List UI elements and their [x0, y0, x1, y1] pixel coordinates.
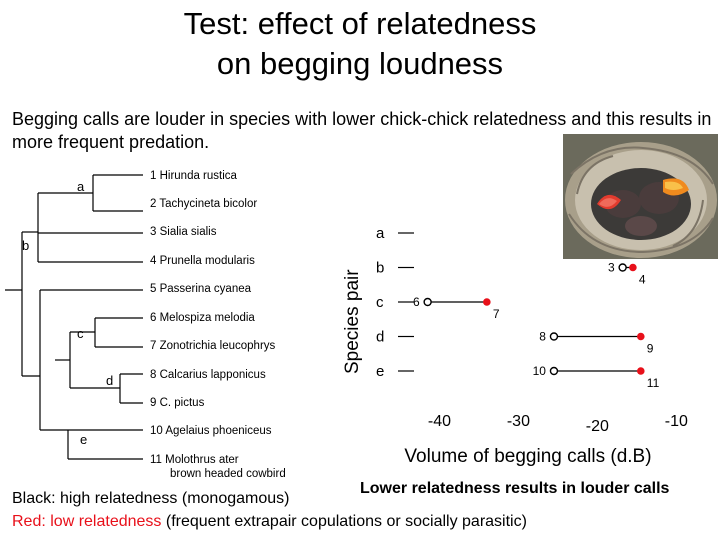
species-label: 8 Calcarius lapponicus	[150, 369, 266, 381]
species-label: 9 C. pictus	[150, 397, 205, 409]
y-tick-label: a	[376, 225, 385, 242]
species-label: 6 Melospiza melodia	[150, 312, 255, 324]
y-axis-label: Species pair	[342, 269, 363, 374]
clade-label-b: b	[22, 238, 29, 253]
point-label-high-relatedness: 8	[539, 330, 546, 344]
y-tick-label: b	[376, 260, 384, 277]
clade-label-e: e	[80, 432, 87, 447]
species-label: 5 Passerina cyanea	[150, 283, 252, 295]
conclusion-note: Lower relatedness results in louder call…	[360, 480, 670, 497]
species-label: 1 Hirunda rustica	[150, 170, 238, 182]
species-label: brown headed cowbird	[170, 468, 286, 480]
high-relatedness-point	[423, 297, 432, 307]
point-label-high-relatedness: 3	[608, 261, 615, 275]
x-tick-label: -20	[586, 418, 609, 435]
species-label: 7 Zonotrichia leucophrys	[150, 340, 276, 352]
y-tick-label: e	[376, 363, 384, 380]
species-label: 4 Prunella modularis	[150, 255, 255, 267]
legend-red-description: (frequent extrapair copulations or socia…	[161, 513, 527, 530]
clade-labels: a b c d e	[22, 179, 113, 447]
phylogenetic-tree: a b c d e 1 Hirunda rustica 2 Tachycinet…	[5, 170, 286, 480]
species-labels: 1 Hirunda rustica 2 Tachycineta bicolor …	[150, 170, 286, 480]
high-relatedness-point	[549, 366, 559, 376]
point-label-low-relatedness: 11	[647, 376, 660, 390]
y-tick-label: d	[376, 329, 384, 346]
species-label: 3 Sialia sialis	[150, 226, 217, 238]
point-label-high-relatedness: 6	[413, 295, 420, 309]
clade-label-a: a	[77, 179, 85, 194]
y-tick-label: c	[376, 294, 384, 311]
intro-text: Begging calls are louder in species with…	[12, 109, 712, 152]
nest-chicks-photo	[563, 134, 718, 259]
x-tick-label: -30	[507, 413, 530, 430]
point-label-low-relatedness: 7	[493, 307, 500, 321]
tree-branches	[5, 174, 143, 460]
clade-label-c: c	[77, 326, 84, 341]
x-axis-label: Volume of begging calls (d.B)	[404, 446, 651, 467]
high-relatedness-point	[549, 332, 559, 341]
low-relatedness-point	[629, 263, 637, 272]
high-relatedness-point	[618, 263, 627, 272]
slide-title: Test: effect of relatedness on begging l…	[0, 4, 720, 84]
legend-red-label: Red: low relatedness	[12, 513, 162, 530]
low-relatedness-point	[636, 332, 645, 341]
clade-label-d: d	[106, 373, 113, 388]
point-label-low-relatedness: 4	[639, 273, 646, 287]
low-relatedness-point	[483, 298, 491, 306]
title-line-2: on begging loudness	[216, 46, 504, 81]
species-label: 10 Agelaius phoeniceus	[150, 425, 272, 437]
legend-black-note: Black: high relatedness (monogamous)	[12, 490, 290, 507]
x-tick-label: -10	[665, 413, 688, 430]
point-label-high-relatedness: 10	[533, 364, 547, 378]
species-label: 2 Tachycineta bicolor	[150, 198, 257, 210]
x-tick-label: -40	[428, 413, 451, 430]
legend-red-note: Red: low relatedness (frequent extrapair…	[12, 512, 527, 532]
low-relatedness-point	[636, 367, 645, 375]
species-label: 11 Molothrus ater	[150, 454, 239, 466]
title-line-1: Test: effect of relatedness	[183, 6, 537, 41]
point-label-low-relatedness: 9	[647, 342, 654, 356]
